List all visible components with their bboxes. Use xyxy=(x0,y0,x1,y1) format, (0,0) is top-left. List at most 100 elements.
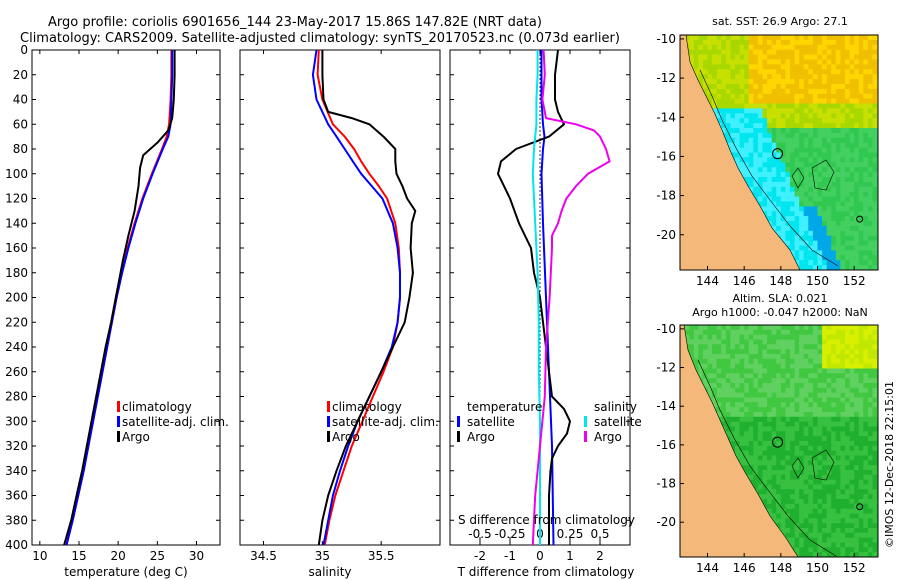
map-cell xyxy=(785,358,791,365)
map-cell xyxy=(863,518,869,524)
map-cell xyxy=(840,84,846,90)
difference-xlabel: T difference from climatology xyxy=(457,565,635,579)
map-cell xyxy=(867,513,874,519)
map-cell xyxy=(803,108,809,114)
map-cell xyxy=(780,123,786,129)
map-cell xyxy=(845,329,851,336)
map-cell xyxy=(716,88,722,95)
map-cell xyxy=(817,39,823,46)
map-cell xyxy=(776,358,782,365)
map-cell xyxy=(725,84,731,90)
map-cell xyxy=(831,221,837,227)
map-cell xyxy=(785,373,791,379)
map-cell xyxy=(698,329,704,336)
map-cell xyxy=(867,201,874,207)
map-cell xyxy=(739,167,745,173)
map-cell xyxy=(725,88,731,95)
map-cell xyxy=(785,39,791,46)
map-cell xyxy=(872,142,878,149)
map-cell xyxy=(826,123,832,129)
map-cell xyxy=(872,412,878,418)
map-cell xyxy=(767,216,773,222)
map-cell xyxy=(776,378,782,384)
map-cell xyxy=(776,221,782,227)
map-cell xyxy=(739,123,745,129)
map-cell xyxy=(757,378,764,384)
map-cell xyxy=(817,532,823,539)
map-cell xyxy=(822,44,828,51)
map-cell xyxy=(702,354,709,360)
map-cell xyxy=(794,407,800,413)
map-cell xyxy=(872,445,878,452)
map-cell xyxy=(712,44,718,51)
map-cell xyxy=(817,177,823,183)
map-cell xyxy=(799,378,805,384)
map-cell xyxy=(812,373,819,379)
map-cell xyxy=(826,373,832,379)
map-cell xyxy=(845,59,851,65)
map-cell xyxy=(854,235,860,242)
map-cell xyxy=(776,450,782,457)
map-cell xyxy=(748,344,754,350)
map-cell xyxy=(757,455,764,461)
map-cell xyxy=(822,528,828,534)
map-cell xyxy=(849,532,855,539)
y-tick-label: 280 xyxy=(5,390,28,404)
map-cell xyxy=(730,339,736,345)
map-cell xyxy=(849,221,855,227)
map-cell xyxy=(702,363,709,370)
map-cell xyxy=(725,128,731,134)
map-cell xyxy=(799,397,805,403)
map-cell xyxy=(831,344,837,350)
map-cell xyxy=(822,325,828,331)
map-cell xyxy=(854,74,860,80)
map-cell xyxy=(867,206,874,212)
map-cell xyxy=(831,392,837,399)
map-cell xyxy=(858,191,864,198)
map-cell xyxy=(757,54,764,61)
map-cell xyxy=(730,402,736,408)
map-cell xyxy=(858,431,864,437)
map-cell xyxy=(822,181,828,188)
map-cell xyxy=(776,191,782,198)
map-cell xyxy=(771,49,777,56)
map-cell xyxy=(858,513,864,519)
map-cell xyxy=(822,265,828,270)
map-cell xyxy=(826,225,832,232)
map-cell xyxy=(748,421,754,428)
map-cell xyxy=(780,397,786,403)
map-cell xyxy=(863,221,869,227)
map-cell xyxy=(780,88,786,95)
map-cell xyxy=(835,132,841,139)
map-cell xyxy=(735,329,741,336)
map-cell xyxy=(757,465,764,471)
map-cell xyxy=(803,69,809,75)
map-cell xyxy=(854,79,860,85)
map-cell xyxy=(863,103,869,109)
map-cell xyxy=(845,537,851,544)
map-cell xyxy=(790,35,796,41)
map-cell xyxy=(794,470,800,476)
map-cell xyxy=(721,421,727,428)
map-cell xyxy=(790,329,796,336)
map-cell xyxy=(799,113,805,119)
map-cell xyxy=(831,537,837,544)
map-cell xyxy=(702,88,709,95)
map-cell xyxy=(817,265,823,270)
map-cell xyxy=(822,489,828,495)
map-cell xyxy=(803,132,809,139)
map-cell xyxy=(716,64,722,70)
map-cell xyxy=(817,489,823,495)
map-cell xyxy=(835,74,841,80)
map-cell xyxy=(840,74,846,80)
map-cell xyxy=(762,113,768,119)
map-cell xyxy=(840,240,846,247)
map-cell xyxy=(867,465,874,471)
map-cell xyxy=(858,537,864,544)
map-cell xyxy=(858,373,864,379)
map-cell xyxy=(826,503,832,510)
map-cell xyxy=(849,152,855,158)
x-tick-label: 20 xyxy=(111,549,126,563)
map-cell xyxy=(794,329,800,336)
map-cell xyxy=(858,118,864,124)
